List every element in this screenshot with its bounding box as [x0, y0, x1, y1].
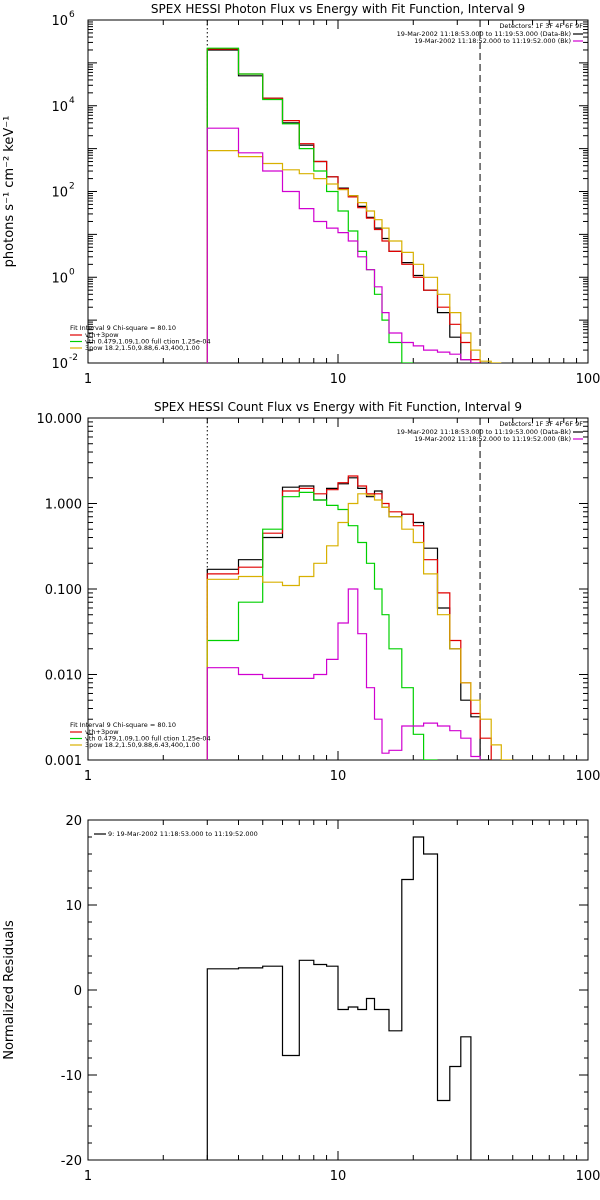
x-tick-label: 10 — [330, 1169, 347, 1184]
x-tick-label: 10 — [330, 769, 347, 784]
series-3pow — [206, 493, 513, 760]
y-tick-label: 20 — [65, 814, 82, 829]
series-vth-3pow — [206, 48, 481, 363]
fit-legend-entry: vth+3pow — [85, 728, 119, 736]
series-3pow — [206, 150, 502, 363]
legend-header: Detectors: 1F 3F 4F 6F 9F — [499, 420, 583, 428]
y-tick-exponent: 6 — [69, 10, 75, 20]
x-tick-label: 1 — [84, 1169, 92, 1184]
plot-frame — [87, 417, 589, 761]
plot-area — [206, 836, 472, 1160]
y-tick-exponent: 2 — [69, 182, 75, 192]
fit-legend-header: Fit Interval 9 Chi-square = 80.10 — [70, 721, 176, 729]
legend-entry-label: 19-Mar-2002 11:18:53.000 to 11:19:53.000… — [397, 30, 571, 38]
y-tick-label: 0.010 — [45, 669, 82, 684]
series-vth — [206, 47, 414, 363]
legend-header: Detectors: 1F 3F 4F 6F 9F — [499, 22, 583, 30]
series-bk — [206, 588, 481, 760]
x-tick-label: 1 — [84, 372, 92, 387]
y-tick-label: 10 — [51, 357, 68, 372]
chart-title: SPEX HESSI Photon Flux vs Energy with Fi… — [151, 2, 525, 16]
series-vth-3pow — [206, 475, 492, 760]
legend-entry-label: 19-Mar-2002 11:18:52.000 to 11:19:52.000… — [414, 37, 571, 45]
y-tick-exponent: 4 — [69, 96, 75, 106]
fit-legend-header: Fit Interval 9 Chi-square = 80.10 — [70, 324, 176, 332]
chart-title: SPEX HESSI Count Flux vs Energy with Fit… — [154, 400, 522, 414]
y-tick-label: 10 — [51, 271, 68, 286]
fit-legend-entry: vth 0.479,1.09,1.00 full ction 1.25e-04 — [85, 338, 211, 346]
fit-legend-entry: 3pow 18.2,1.50,9.88,6.43,400,1.00 — [85, 741, 200, 749]
x-tick-label: 100 — [576, 1169, 600, 1184]
series-residuals — [206, 836, 472, 1160]
count-flux-panel: SPEX HESSI Count Flux vs Energy with Fit… — [37, 400, 600, 784]
y-axis-label: Normalized Residuals — [2, 920, 17, 1060]
y-tick-label: 10.000 — [37, 412, 83, 427]
x-tick-label: 1 — [84, 769, 92, 784]
plot-area — [206, 418, 513, 760]
y-tick-exponent: -2 — [69, 353, 78, 363]
series-vth — [206, 491, 438, 760]
y-tick-label: 0.001 — [45, 754, 82, 769]
photon-flux-panel: SPEX HESSI Photon Flux vs Energy with Fi… — [2, 2, 600, 387]
y-axis-label: photons s⁻¹ cm⁻² keV⁻¹ — [2, 116, 17, 268]
legend-entry-label: 19-Mar-2002 11:18:53.000 to 11:19:53.000… — [397, 428, 571, 436]
fit-legend-entry: vth+3pow — [85, 331, 119, 339]
fit-legend-entry: 3pow 18.2,1.50,9.88,6.43,400,1.00 — [85, 344, 200, 352]
x-tick-label: 10 — [330, 372, 347, 387]
x-tick-label: 100 — [576, 769, 600, 784]
legend-entry-label: 19-Mar-2002 11:18:52.000 to 11:19:52.000… — [414, 435, 571, 443]
y-tick-label: 10 — [51, 186, 68, 201]
y-tick-label: -20 — [61, 1154, 82, 1169]
y-tick-label: 10 — [65, 899, 82, 914]
series-data-bk — [206, 49, 481, 363]
y-tick-label: 1.000 — [45, 498, 82, 513]
legend-entry-label: 9: 19-Mar-2002 11:18:53.000 to 11:19:52.… — [108, 830, 258, 838]
fit-legend-entry: vth 0.479,1.09,1.00 full ction 1.25e-04 — [85, 735, 211, 743]
plot-area — [206, 20, 502, 363]
y-tick-label: 10 — [51, 100, 68, 115]
residuals-panel: 1 10 100 -20 -10 0 10 20 Normalized Residuals 9: … — [2, 814, 600, 1184]
x-tick-label: 100 — [576, 372, 600, 387]
series-bk — [206, 127, 481, 363]
y-tick-exponent: 0 — [69, 267, 75, 277]
y-tick-label: 0.100 — [45, 583, 82, 598]
y-tick-label: 10 — [51, 14, 68, 29]
y-tick-label: -10 — [61, 1069, 82, 1084]
series-data-bk — [206, 477, 492, 760]
y-tick-label: 0 — [74, 984, 82, 999]
